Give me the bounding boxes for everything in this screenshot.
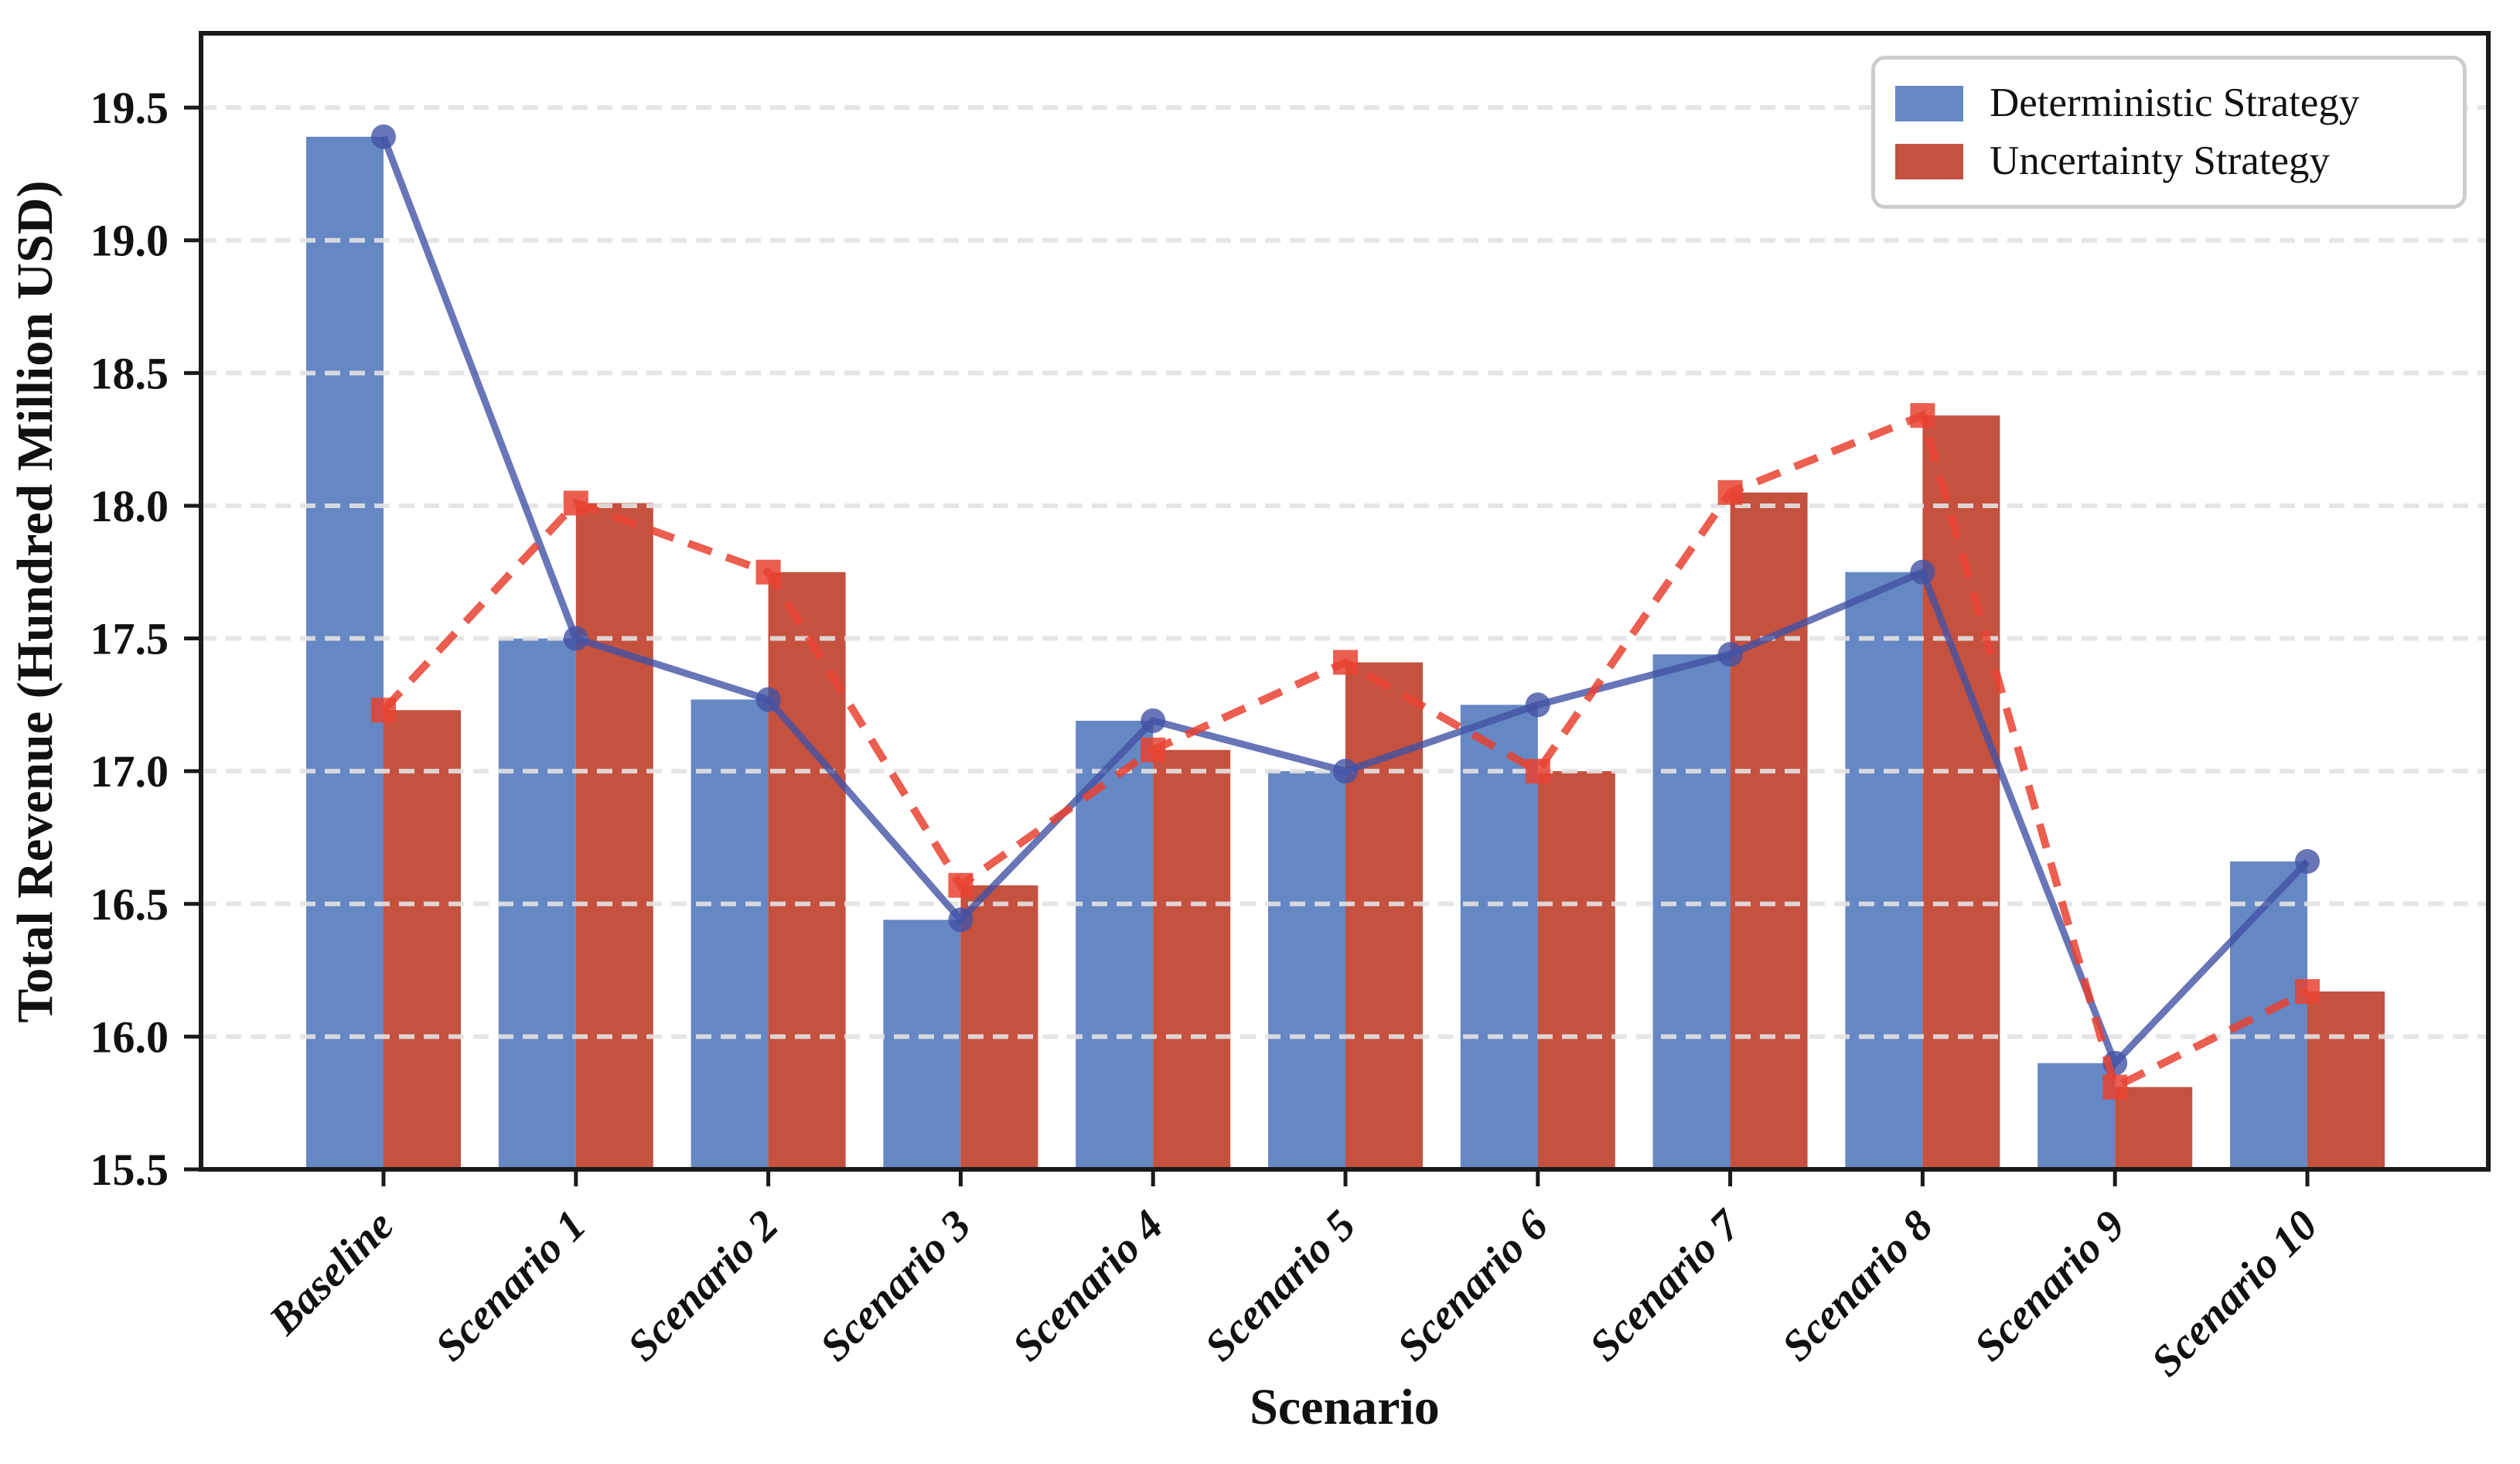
y-tick-label-7: 19.0 bbox=[90, 216, 169, 266]
x-tick-label-8: Scenario 8 bbox=[1773, 1201, 1942, 1370]
bar-uncertainty-3 bbox=[960, 885, 1038, 1169]
marker-square-uncertainty-7 bbox=[1717, 479, 1743, 505]
bar-uncertainty-2 bbox=[768, 572, 846, 1169]
legend-label-uncertainty: Uncertainty Strategy bbox=[1990, 138, 2331, 183]
bar-uncertainty-10 bbox=[2307, 991, 2385, 1169]
marker-circle-deterministic-4 bbox=[1141, 708, 1166, 733]
marker-circle-deterministic-10 bbox=[2295, 848, 2320, 874]
marker-square-uncertainty-4 bbox=[1141, 737, 1166, 763]
x-tick-label-6: Scenario 6 bbox=[1388, 1201, 1557, 1370]
legend-item-uncertainty: Uncertainty Strategy bbox=[1895, 141, 2463, 182]
marker-square-uncertainty-2 bbox=[755, 559, 781, 585]
x-tick-label-3: Scenario 3 bbox=[811, 1201, 980, 1370]
marker-square-uncertainty-3 bbox=[948, 872, 974, 898]
y-tick-label-3: 17.0 bbox=[90, 746, 169, 797]
marker-square-uncertainty-8 bbox=[1910, 403, 1935, 428]
bar-deterministic-8 bbox=[1845, 572, 1923, 1169]
bar-uncertainty-4 bbox=[1153, 749, 1231, 1169]
marker-circle-deterministic-2 bbox=[755, 687, 781, 712]
bar-uncertainty-5 bbox=[1345, 662, 1423, 1169]
y-tick-label-0: 15.5 bbox=[90, 1145, 169, 1195]
bar-uncertainty-9 bbox=[2115, 1087, 2193, 1169]
y-tick-label-8: 19.5 bbox=[90, 83, 169, 133]
bar-uncertainty-8 bbox=[1922, 415, 2000, 1169]
marker-square-uncertainty-9 bbox=[2102, 1074, 2128, 1100]
marker-square-uncertainty-10 bbox=[2295, 979, 2320, 1005]
bar-deterministic-2 bbox=[691, 699, 769, 1169]
x-tick-label-7: Scenario 7 bbox=[1581, 1200, 1751, 1370]
legend-label-deterministic: Deterministic Strategy bbox=[1990, 80, 2360, 125]
marker-circle-deterministic-6 bbox=[1525, 692, 1550, 718]
marker-square-uncertainty-6 bbox=[1525, 759, 1550, 784]
bar-deterministic-7 bbox=[1652, 654, 1731, 1169]
bar-deterministic-10 bbox=[2230, 861, 2307, 1169]
marker-circle-deterministic-8 bbox=[1910, 559, 1935, 585]
legend-box: Deterministic Strategy Uncertainty Strat… bbox=[1871, 56, 2467, 209]
x-tick-label-0: Baseline bbox=[260, 1201, 403, 1344]
x-tick-label-10: Scenario 10 bbox=[2143, 1201, 2327, 1386]
x-tick-label-1: Scenario 1 bbox=[426, 1201, 595, 1370]
marker-circle-deterministic-7 bbox=[1717, 642, 1743, 667]
legend-swatch-deterministic bbox=[1895, 85, 1963, 121]
bar-deterministic-6 bbox=[1460, 705, 1538, 1169]
bar-deterministic-5 bbox=[1268, 771, 1345, 1169]
bar-uncertainty-6 bbox=[1537, 771, 1615, 1169]
x-tick-label-9: Scenario 9 bbox=[1966, 1201, 2135, 1370]
legend-item-deterministic: Deterministic Strategy bbox=[1895, 83, 2463, 124]
marker-square-uncertainty-1 bbox=[563, 490, 588, 516]
y-tick-label-4: 17.5 bbox=[90, 614, 169, 664]
x-tick-label-2: Scenario 2 bbox=[619, 1201, 788, 1370]
x-tick-label-5: Scenario 5 bbox=[1195, 1201, 1365, 1370]
bar-deterministic-0 bbox=[306, 136, 384, 1170]
y-tick-label-5: 18.0 bbox=[90, 481, 169, 531]
marker-circle-deterministic-1 bbox=[563, 626, 588, 651]
y-tick-label-6: 18.5 bbox=[90, 348, 169, 398]
marker-circle-deterministic-0 bbox=[371, 124, 396, 149]
bar-deterministic-9 bbox=[2037, 1063, 2116, 1169]
y-axis-title: Total Revenue (Hundred Million USD) bbox=[7, 180, 63, 1023]
bar-deterministic-3 bbox=[883, 920, 961, 1169]
bar-uncertainty-1 bbox=[575, 503, 653, 1169]
marker-circle-deterministic-3 bbox=[948, 907, 974, 933]
y-tick-label-2: 16.5 bbox=[90, 879, 169, 930]
x-axis-title: Scenario bbox=[1250, 1379, 1440, 1435]
marker-square-uncertainty-0 bbox=[371, 698, 396, 723]
bar-uncertainty-7 bbox=[1730, 492, 1808, 1169]
legend-swatch-uncertainty bbox=[1895, 143, 1963, 179]
y-tick-label-1: 16.0 bbox=[90, 1012, 169, 1062]
marker-circle-deterministic-5 bbox=[1333, 759, 1358, 784]
marker-square-uncertainty-5 bbox=[1333, 650, 1358, 675]
x-tick-label-4: Scenario 4 bbox=[1004, 1201, 1173, 1370]
bar-uncertainty-0 bbox=[384, 710, 461, 1169]
